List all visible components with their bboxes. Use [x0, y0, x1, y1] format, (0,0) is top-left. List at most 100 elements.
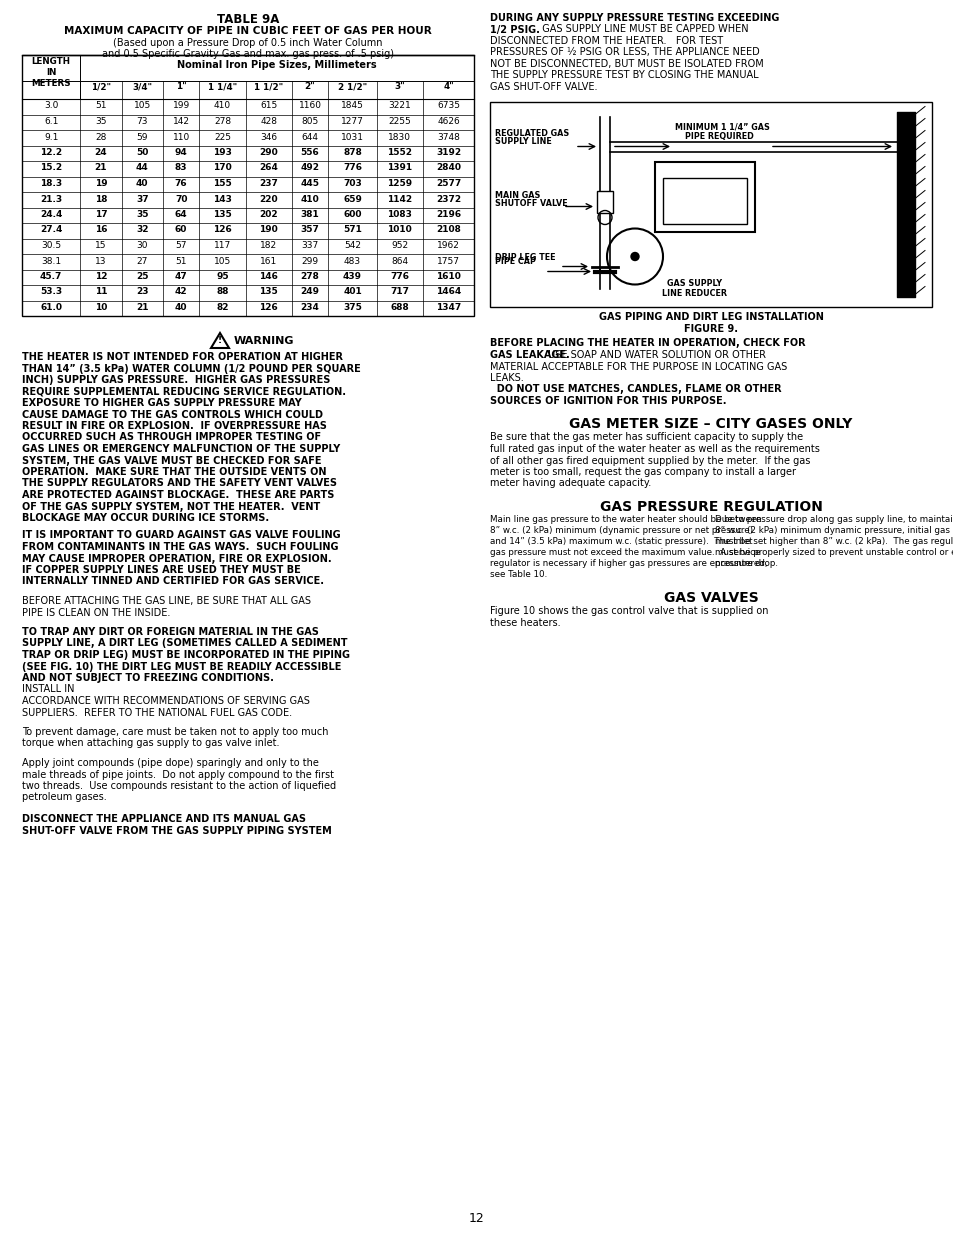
Text: 1/2 PSIG.: 1/2 PSIG. [490, 25, 539, 35]
Text: FROM CONTAMINANTS IN THE GAS WAYS.  SUCH FOULING: FROM CONTAMINANTS IN THE GAS WAYS. SUCH … [22, 542, 338, 552]
Text: 278: 278 [300, 272, 319, 282]
Text: MINIMUM 1 1/4” GAS: MINIMUM 1 1/4” GAS [675, 122, 769, 131]
Text: 6.1: 6.1 [44, 117, 58, 126]
Text: 45.7: 45.7 [40, 272, 62, 282]
Text: 776: 776 [343, 163, 361, 173]
Text: PIPE REQUIRED: PIPE REQUIRED [684, 131, 753, 141]
Text: 70: 70 [174, 194, 187, 204]
Text: 2577: 2577 [436, 179, 460, 188]
Text: 401: 401 [343, 288, 361, 296]
Text: GAS VALVES: GAS VALVES [663, 592, 758, 605]
Text: 1757: 1757 [436, 257, 459, 266]
Text: 299: 299 [301, 257, 318, 266]
Bar [662, 178, 746, 224]
Text: RESULT IN FIRE OR EXPLOSION.  IF OVERPRESSURE HAS: RESULT IN FIRE OR EXPLOSION. IF OVERPRES… [22, 421, 327, 431]
Text: Due to pressure drop along gas supply line, to maintain: Due to pressure drop along gas supply li… [714, 515, 953, 524]
Text: GAS PRESSURE REGULATION: GAS PRESSURE REGULATION [598, 500, 821, 514]
Text: 220: 220 [259, 194, 277, 204]
Text: MAY CAUSE IMPROPER OPERATION, FIRE OR EXPLOSION.: MAY CAUSE IMPROPER OPERATION, FIRE OR EX… [22, 553, 332, 563]
Text: 27.4: 27.4 [40, 226, 62, 235]
Text: BLOCKAGE MAY OCCUR DURING ICE STORMS.: BLOCKAGE MAY OCCUR DURING ICE STORMS. [22, 513, 269, 522]
Text: 492: 492 [300, 163, 319, 173]
Text: 659: 659 [343, 194, 361, 204]
Text: 717: 717 [390, 288, 409, 296]
Text: SOURCES OF IGNITION FOR THIS PURPOSE.: SOURCES OF IGNITION FOR THIS PURPOSE. [490, 396, 726, 406]
Text: 6735: 6735 [436, 101, 459, 110]
Text: ACCORDANCE WITH RECOMMENDATIONS OF SERVING GAS: ACCORDANCE WITH RECOMMENDATIONS OF SERVI… [22, 697, 310, 706]
Text: GAS METER SIZE – CITY GASES ONLY: GAS METER SIZE – CITY GASES ONLY [569, 417, 852, 431]
Text: 1083: 1083 [387, 210, 412, 219]
Text: 703: 703 [343, 179, 361, 188]
Text: FIGURE 9.: FIGURE 9. [683, 325, 738, 335]
Text: 1830: 1830 [388, 132, 411, 142]
Text: 237: 237 [259, 179, 278, 188]
Text: THAN 14” (3.5 kPa) WATER COLUMN (1/2 POUND PER SQUARE: THAN 14” (3.5 kPa) WATER COLUMN (1/2 POU… [22, 363, 360, 373]
Text: THE SUPPLY REGULATORS AND THE SAFETY VENT VALVES: THE SUPPLY REGULATORS AND THE SAFETY VEN… [22, 478, 336, 489]
Circle shape [630, 252, 639, 261]
Text: PIPE IS CLEAN ON THE INSIDE.: PIPE IS CLEAN ON THE INSIDE. [22, 608, 171, 618]
Text: 3221: 3221 [388, 101, 411, 110]
Text: 202: 202 [259, 210, 277, 219]
Text: 142: 142 [172, 117, 190, 126]
Text: 1142: 1142 [387, 194, 412, 204]
Text: 1/2": 1/2" [91, 82, 111, 91]
Text: 571: 571 [343, 226, 361, 235]
Text: 51: 51 [95, 101, 107, 110]
Text: OPERATION.  MAKE SURE THAT THE OUTSIDE VENTS ON: OPERATION. MAKE SURE THAT THE OUTSIDE VE… [22, 467, 326, 477]
Text: 37: 37 [136, 194, 149, 204]
Bar [490, 101, 931, 306]
Text: DRIP LEG TEE: DRIP LEG TEE [495, 252, 555, 262]
Text: Figure 10 shows the gas control valve that is supplied on: Figure 10 shows the gas control valve th… [490, 606, 768, 616]
Text: 117: 117 [213, 241, 231, 249]
Text: INCH) SUPPLY GAS PRESSURE.  HIGHER GAS PRESSURES: INCH) SUPPLY GAS PRESSURE. HIGHER GAS PR… [22, 375, 330, 385]
Text: 61.0: 61.0 [40, 303, 62, 312]
Text: EXPOSURE TO HIGHER GAS SUPPLY PRESSURE MAY: EXPOSURE TO HIGHER GAS SUPPLY PRESSURE M… [22, 398, 301, 408]
Text: 24.4: 24.4 [40, 210, 62, 219]
Text: 182: 182 [260, 241, 277, 249]
Text: 199: 199 [172, 101, 190, 110]
Text: 21: 21 [94, 163, 107, 173]
Text: 32: 32 [136, 226, 149, 235]
Text: 126: 126 [213, 226, 232, 235]
Text: these heaters.: these heaters. [490, 618, 560, 627]
Text: 410: 410 [213, 101, 231, 110]
Text: 381: 381 [300, 210, 319, 219]
Text: 95: 95 [216, 272, 229, 282]
Text: 17: 17 [94, 210, 107, 219]
Text: 135: 135 [213, 210, 232, 219]
Text: 4626: 4626 [436, 117, 459, 126]
Text: 12: 12 [469, 1212, 484, 1225]
Text: Nominal Iron Pipe Sizes, Millimeters: Nominal Iron Pipe Sizes, Millimeters [177, 61, 376, 70]
Text: CAUSE DAMAGE TO THE GAS CONTROLS WHICH COULD: CAUSE DAMAGE TO THE GAS CONTROLS WHICH C… [22, 410, 323, 420]
Bar [22, 56, 474, 316]
Text: 249: 249 [300, 288, 319, 296]
Text: THE SUPPLY PRESSURE TEST BY CLOSING THE MANUAL: THE SUPPLY PRESSURE TEST BY CLOSING THE … [490, 70, 758, 80]
Text: 410: 410 [300, 194, 319, 204]
Text: 59: 59 [136, 132, 148, 142]
Text: 12: 12 [94, 272, 107, 282]
Bar [655, 162, 754, 231]
Text: PIPE CAP: PIPE CAP [495, 258, 536, 267]
Text: MATERIAL ACCEPTABLE FOR THE PURPOSE IN LOCATING GAS: MATERIAL ACCEPTABLE FOR THE PURPOSE IN L… [490, 362, 786, 372]
Text: SHUT-OFF VALVE FROM THE GAS SUPPLY PIPING SYSTEM: SHUT-OFF VALVE FROM THE GAS SUPPLY PIPIN… [22, 825, 332, 836]
Text: 76: 76 [174, 179, 188, 188]
Text: and 0.5 Specific Gravity Gas and max. gas press. of .5 psig): and 0.5 Specific Gravity Gas and max. ga… [102, 49, 394, 59]
Text: ARE PROTECTED AGAINST BLOCKAGE.  THESE ARE PARTS: ARE PROTECTED AGAINST BLOCKAGE. THESE AR… [22, 490, 334, 500]
Text: GAS SHUT-OFF VALVE.: GAS SHUT-OFF VALVE. [490, 82, 597, 91]
Text: DO NOT USE MATCHES, CANDLES, FLAME OR OTHER: DO NOT USE MATCHES, CANDLES, FLAME OR OT… [490, 384, 781, 394]
Text: 428: 428 [260, 117, 277, 126]
Text: 105: 105 [213, 257, 231, 266]
Text: torque when attaching gas supply to gas valve inlet.: torque when attaching gas supply to gas … [22, 739, 279, 748]
Text: DURING ANY SUPPLY PRESSURE TESTING EXCEEDING: DURING ANY SUPPLY PRESSURE TESTING EXCEE… [490, 14, 779, 23]
Text: INSTALL IN: INSTALL IN [22, 684, 74, 694]
Text: 952: 952 [391, 241, 408, 249]
Text: 193: 193 [213, 148, 232, 157]
Text: OF THE GAS SUPPLY SYSTEM, NOT THE HEATER.  VENT: OF THE GAS SUPPLY SYSTEM, NOT THE HEATER… [22, 501, 320, 511]
Text: 110: 110 [172, 132, 190, 142]
Text: 3/4": 3/4" [132, 82, 152, 91]
Text: 35: 35 [136, 210, 149, 219]
Text: DISCONNECT THE APPLIANCE AND ITS MANUAL GAS: DISCONNECT THE APPLIANCE AND ITS MANUAL … [22, 814, 306, 824]
Text: 64: 64 [174, 210, 188, 219]
Text: 3192: 3192 [436, 148, 460, 157]
Text: 1845: 1845 [341, 101, 363, 110]
